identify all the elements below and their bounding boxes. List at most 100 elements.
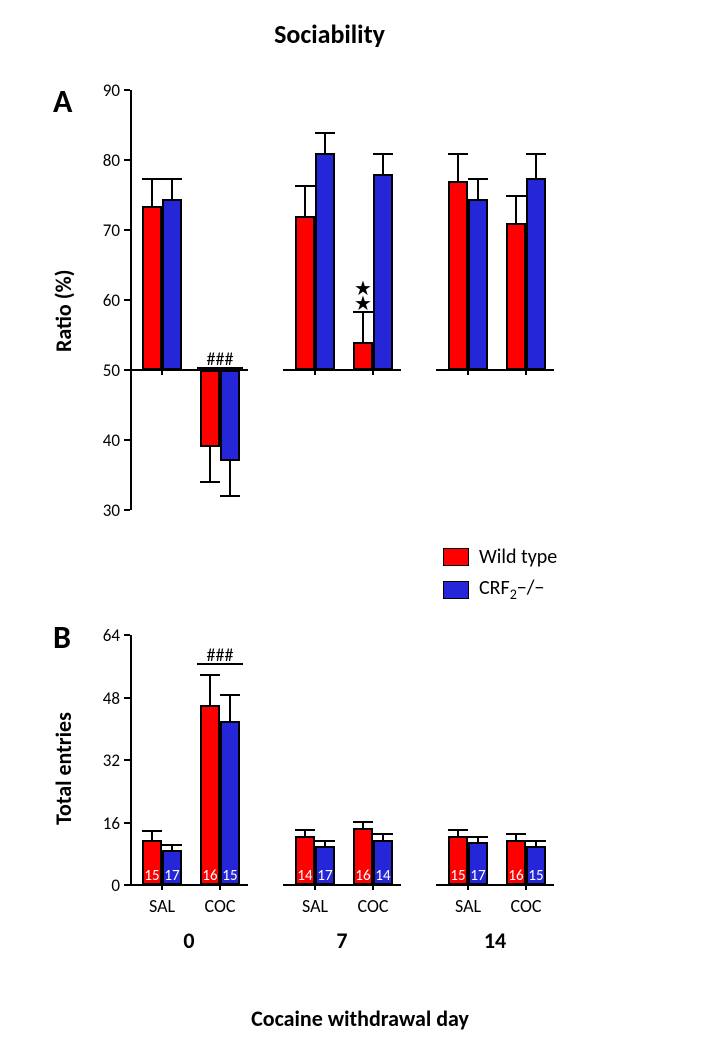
treatment-label: SAL [290,895,340,917]
treatment-label: COC [348,895,398,917]
n-label: 15 [142,867,162,885]
legend: Wild type CRF2−/− [443,545,703,610]
n-label: 16 [506,867,526,885]
y-tick [124,697,130,699]
y-tick [124,89,130,91]
error-bar [315,132,335,153]
y-axis-line [130,635,132,885]
error-bar [373,153,393,174]
bar-ko [162,199,182,371]
chart-panel-B: 01632486415171615###1417161415171615 [130,635,650,885]
y-tick-label: 60 [80,290,120,311]
y-tick-label: 0 [80,875,120,896]
error-bar [295,185,315,217]
y-tick-label: 80 [80,150,120,171]
significance-text: ### [190,348,250,370]
n-label: 14 [373,867,393,885]
panel-label-A: A [53,82,72,121]
y-tick-label: 40 [80,430,120,451]
legend-row-wildtype: Wild type [443,545,703,569]
figure-title: Sociability [0,18,659,50]
error-bar [315,840,335,845]
y-tick-label: 16 [80,813,120,834]
y-tick [124,159,130,161]
error-bar [162,844,182,850]
y-axis-line [130,90,132,510]
n-label: 16 [353,867,373,885]
n-label: 15 [448,867,468,885]
bar-ko [526,178,546,371]
figure-root: Sociability A B Ratio (%) Total entries … [0,0,709,1053]
error-bar [220,694,240,721]
y-tick-label: 50 [80,360,120,381]
significance-star: ★ [353,281,373,297]
bar-ko [468,199,488,371]
treatment-label: SAL [443,895,493,917]
error-bar [142,830,162,840]
bar-wt [200,705,220,885]
day-label: 7 [283,927,401,954]
panel-label-B: B [53,618,71,657]
bar-wt [200,370,220,447]
legend-row-crf2: CRF2−/− [443,576,703,603]
n-label: 17 [315,867,335,885]
y-tick-label: 30 [80,500,120,521]
n-label: 14 [295,867,315,885]
x-tick [467,370,469,375]
y-tick [124,509,130,511]
y-tick [124,759,130,761]
error-bar [506,195,526,223]
legend-swatch-wildtype [443,548,469,566]
y-tick-label: 64 [80,625,120,646]
n-label: 15 [220,867,240,885]
bar-wt [295,216,315,370]
error-bar [468,178,488,199]
error-bar [295,829,315,836]
treatment-label: COC [195,895,245,917]
legend-swatch-crf2 [443,581,469,599]
y-tick-label: 90 [80,80,120,101]
error-bar [448,829,468,836]
x-axis-label: Cocaine withdrawal day [100,1005,620,1032]
n-label: 16 [200,867,220,885]
bar-ko [220,370,240,461]
bar-wt [353,342,373,370]
x-tick [525,885,527,890]
treatment-label: SAL [137,895,187,917]
x-tick [161,370,163,375]
bar-ko [373,174,393,370]
error-bar [448,153,468,181]
error-bar [142,178,162,206]
x-tick [314,370,316,375]
y-axis-label-A: Ratio (%) [50,270,77,352]
n-label: 17 [468,867,488,885]
error-bar [353,821,373,829]
error-bar [200,674,220,705]
error-bar [162,178,182,199]
n-label: 17 [162,867,182,885]
bar-wt [506,223,526,370]
x-tick [219,885,221,890]
bar-ko [315,153,335,370]
chart-panel-A: 30405060708090###★★ [130,90,650,510]
legend-text-wildtype: Wild type [479,545,557,569]
treatment-label: COC [501,895,551,917]
error-bar [373,833,393,840]
day-label: 0 [130,927,248,954]
x-tick [467,885,469,890]
x-tick [525,370,527,375]
x-tick [161,885,163,890]
legend-text-crf2: CRF2−/− [479,576,544,603]
y-tick [124,634,130,636]
error-bar [220,461,240,496]
y-tick [124,822,130,824]
day-label: 14 [436,927,554,954]
n-label: 15 [526,867,546,885]
error-bar [526,153,546,178]
x-tick [372,885,374,890]
bar-wt [142,206,162,371]
y-tick-label: 48 [80,688,120,709]
error-bar [468,836,488,842]
bar-wt [448,181,468,370]
error-bar [200,447,220,482]
